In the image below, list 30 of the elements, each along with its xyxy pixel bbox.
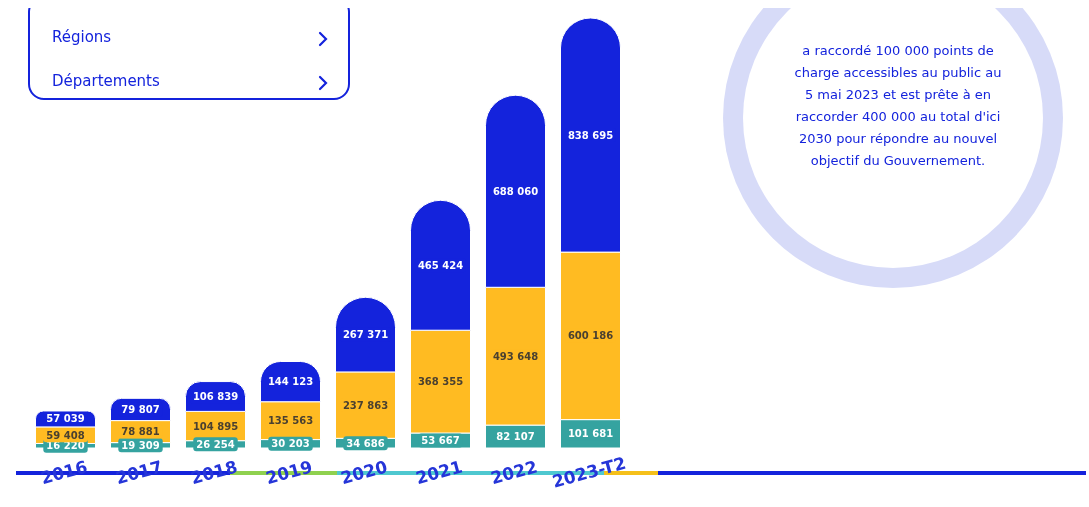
data-label: 135 563 xyxy=(267,415,314,427)
data-label: 600 186 xyxy=(567,330,614,342)
text: a raccordé 100 000 points de charge accessibles au public au 5 mai 2023 et est prête à en raccorder 400 000 au total d'ici 2030 pour répondre au nouvel objectif du Gouvernement. xyxy=(793,42,1003,170)
data-label: 57 039 xyxy=(46,413,85,425)
x-tick-label: 2019 xyxy=(263,456,315,488)
data-label: 34 686 xyxy=(346,437,385,449)
data-label: 59 408 xyxy=(46,429,85,441)
data-label: 79 807 xyxy=(121,403,160,415)
data-label: 267 371 xyxy=(342,329,389,341)
data-label: 106 839 xyxy=(192,390,239,402)
data-label: 101 681 xyxy=(567,428,614,440)
annotation: Départements xyxy=(52,72,160,90)
data-label: 688 060 xyxy=(492,185,539,197)
data-label: 493 648 xyxy=(492,350,539,362)
x-tick-label: 2022 xyxy=(488,456,540,488)
data-label: 78 881 xyxy=(121,426,160,438)
data-label: 465 424 xyxy=(417,259,464,271)
data-label: 82 107 xyxy=(496,431,535,443)
data-label: 237 863 xyxy=(342,399,389,411)
data-label: 838 695 xyxy=(567,129,614,141)
x-tick-label: 2018 xyxy=(188,456,240,488)
x-tick-label: 2020 xyxy=(338,456,390,488)
data-label: 104 895 xyxy=(192,420,239,432)
data-label: 53 667 xyxy=(421,435,460,447)
annotation: Régions xyxy=(52,28,112,46)
data-label: 144 123 xyxy=(267,376,314,388)
x-tick-label: 2016 xyxy=(38,456,90,488)
data-label: 368 355 xyxy=(417,376,464,388)
x-tick-label: 2021 xyxy=(413,456,465,488)
x-tick-label: 2017 xyxy=(113,456,165,488)
